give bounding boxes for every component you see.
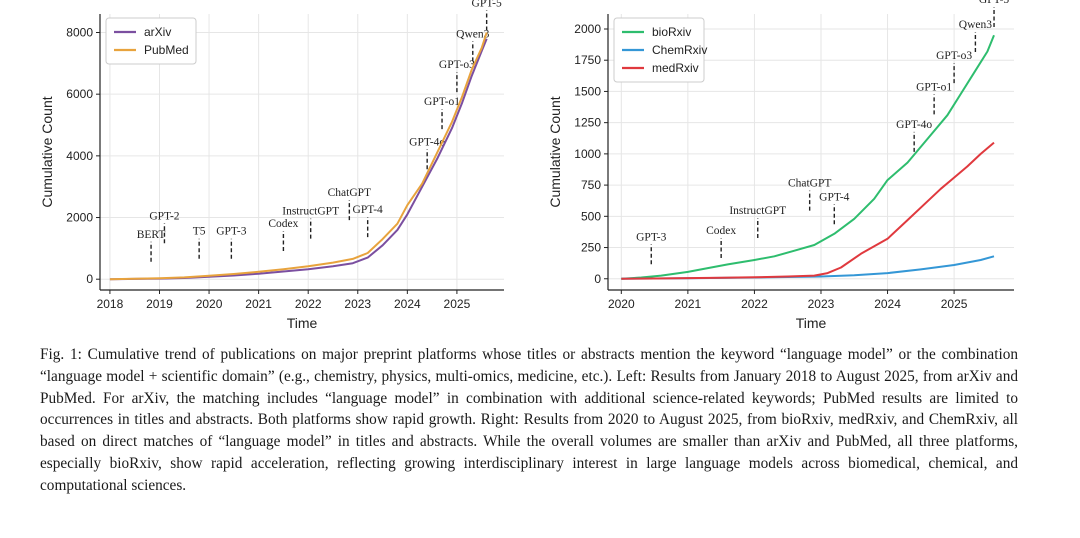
chart0-legend: arXiv PubMed — [105, 17, 197, 65]
y-tick-label: 1500 — [574, 84, 601, 98]
y-axis-label: Cumulative Count — [39, 96, 55, 207]
y-tick-label: 4000 — [66, 149, 93, 163]
x-axis-label: Time — [287, 315, 318, 331]
series-line-medrxiv — [621, 141, 995, 280]
annotation-label: GPT-4o — [409, 136, 445, 148]
annotation-label: GPT-4o — [896, 119, 932, 131]
annotation-label: T5 — [193, 226, 206, 238]
y-tick-label: 750 — [581, 178, 601, 192]
annotation-label: ChatGPT — [788, 178, 831, 190]
annotation-label: GPT-2 — [149, 210, 179, 222]
series-line-biorxiv — [621, 34, 995, 280]
series-line-pubmed — [109, 32, 488, 281]
chart0-grid — [100, 14, 504, 290]
legend-box — [105, 17, 197, 65]
right-chart: 2020 2021 2022 2023 2024 2025 0 250 500 750 1000 12… — [547, 0, 1014, 331]
x-tick-label: 2022 — [295, 297, 322, 311]
x-tick-label: 2023 — [344, 297, 371, 311]
x-tick-label: 2018 — [97, 297, 124, 311]
y-tick-label: 500 — [581, 209, 601, 223]
annotation-label: GPT-5 — [979, 0, 1009, 6]
annotation-label: Codex — [268, 218, 298, 230]
series-line-arxiv — [109, 38, 488, 281]
x-tick-label: 2022 — [741, 297, 768, 311]
annotation-label: GPT-o3 — [936, 50, 972, 62]
x-tick-label: 2020 — [196, 297, 223, 311]
left-chart: 2018 2019 2020 2021 2022 2023 2024 2025 0 2000 400… — [39, 0, 504, 331]
legend-label: medRxiv — [652, 61, 699, 75]
annotation-label: Qwen3 — [959, 19, 992, 31]
x-tick-label: 2021 — [245, 297, 272, 311]
legend-label: PubMed — [144, 43, 189, 57]
y-tick-label: 0 — [594, 272, 601, 286]
x-tick-label: 2025 — [444, 297, 471, 311]
y-tick-label: 8000 — [66, 26, 93, 40]
annotation-label: GPT-o1 — [916, 81, 952, 93]
annotation-label: GPT-5 — [472, 0, 502, 10]
x-tick-label: 2025 — [941, 297, 968, 311]
annotation-label: GPT-4 — [819, 191, 849, 203]
x-tick-label: 2020 — [608, 297, 635, 311]
y-tick-label: 2000 — [574, 22, 601, 36]
x-tick-label: 2019 — [146, 297, 173, 311]
y-tick-label: 250 — [581, 241, 601, 255]
annotation-label: GPT-4 — [353, 204, 383, 216]
figure-caption: Fig. 1: Cumulative trend of publications… — [40, 346, 1018, 494]
y-tick-label: 6000 — [66, 87, 93, 101]
x-tick-label: 2023 — [808, 297, 835, 311]
y-tick-label: 1750 — [574, 53, 601, 67]
annotation-label: GPT-o1 — [424, 96, 460, 108]
legend-box — [613, 17, 705, 83]
y-tick-label: 0 — [86, 272, 93, 286]
y-axis-label: Cumulative Count — [547, 96, 563, 207]
annotation-label: InstructGPT — [282, 206, 339, 218]
chart1-legend: bioRxiv ChemRxiv medRxiv — [613, 17, 707, 83]
x-tick-label: 2021 — [675, 297, 702, 311]
x-axis-label: Time — [796, 315, 827, 331]
annotation-label: GPT-3 — [636, 231, 666, 243]
annotation-label: InstructGPT — [729, 205, 786, 217]
x-tick-label: 2024 — [394, 297, 421, 311]
legend-label: arXiv — [144, 25, 171, 39]
y-tick-label: 2000 — [66, 211, 93, 225]
annotation-label: Qwen3 — [456, 28, 489, 40]
annotation-label: ChatGPT — [328, 187, 371, 199]
y-tick-label: 1250 — [574, 116, 601, 130]
annotation-label: GPT-o3 — [439, 59, 475, 71]
legend-label: ChemRxiv — [652, 43, 707, 57]
y-tick-label: 1000 — [574, 147, 601, 161]
annotation-label: BERT — [137, 229, 166, 241]
x-tick-label: 2024 — [874, 297, 901, 311]
legend-label: bioRxiv — [652, 25, 691, 39]
annotation-label: Codex — [706, 225, 736, 237]
annotation-label: GPT-3 — [216, 226, 246, 238]
